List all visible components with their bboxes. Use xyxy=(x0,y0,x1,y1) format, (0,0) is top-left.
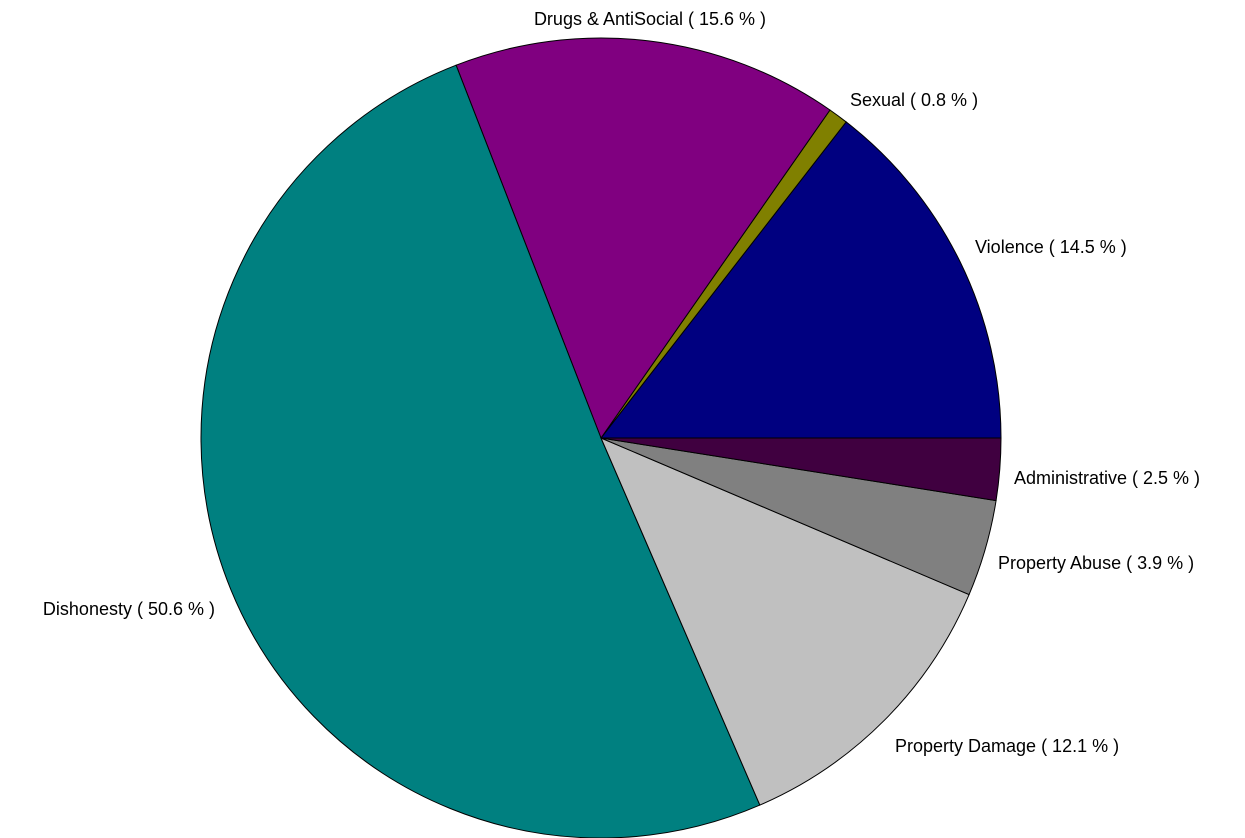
slice-label-property-abuse: Property Abuse ( 3.9 % ) xyxy=(998,553,1194,573)
slice-label-property-damage: Property Damage ( 12.1 % ) xyxy=(895,736,1119,756)
slice-label-dishonesty: Dishonesty ( 50.6 % ) xyxy=(43,599,215,619)
slice-label-administrative: Administrative ( 2.5 % ) xyxy=(1014,468,1200,488)
slice-label-sexual: Sexual ( 0.8 % ) xyxy=(850,90,978,110)
pie-slice-property-damage xyxy=(600,437,970,806)
slice-label-drugs-antisocial: Drugs & AntiSocial ( 15.6 % ) xyxy=(534,9,766,29)
slice-label-violence: Violence ( 14.5 % ) xyxy=(975,237,1127,257)
pie-slice-drugs-antisocial xyxy=(455,37,831,440)
labels-layer: Violence ( 14.5 % ) Sexual ( 0.8 % ) Drugs… xyxy=(43,9,1200,756)
pie-slice-dishonesty xyxy=(200,64,761,838)
pie-slice-administrative xyxy=(600,437,1002,502)
slices-layer xyxy=(200,37,1002,838)
pie-slice-violence xyxy=(599,121,1002,439)
